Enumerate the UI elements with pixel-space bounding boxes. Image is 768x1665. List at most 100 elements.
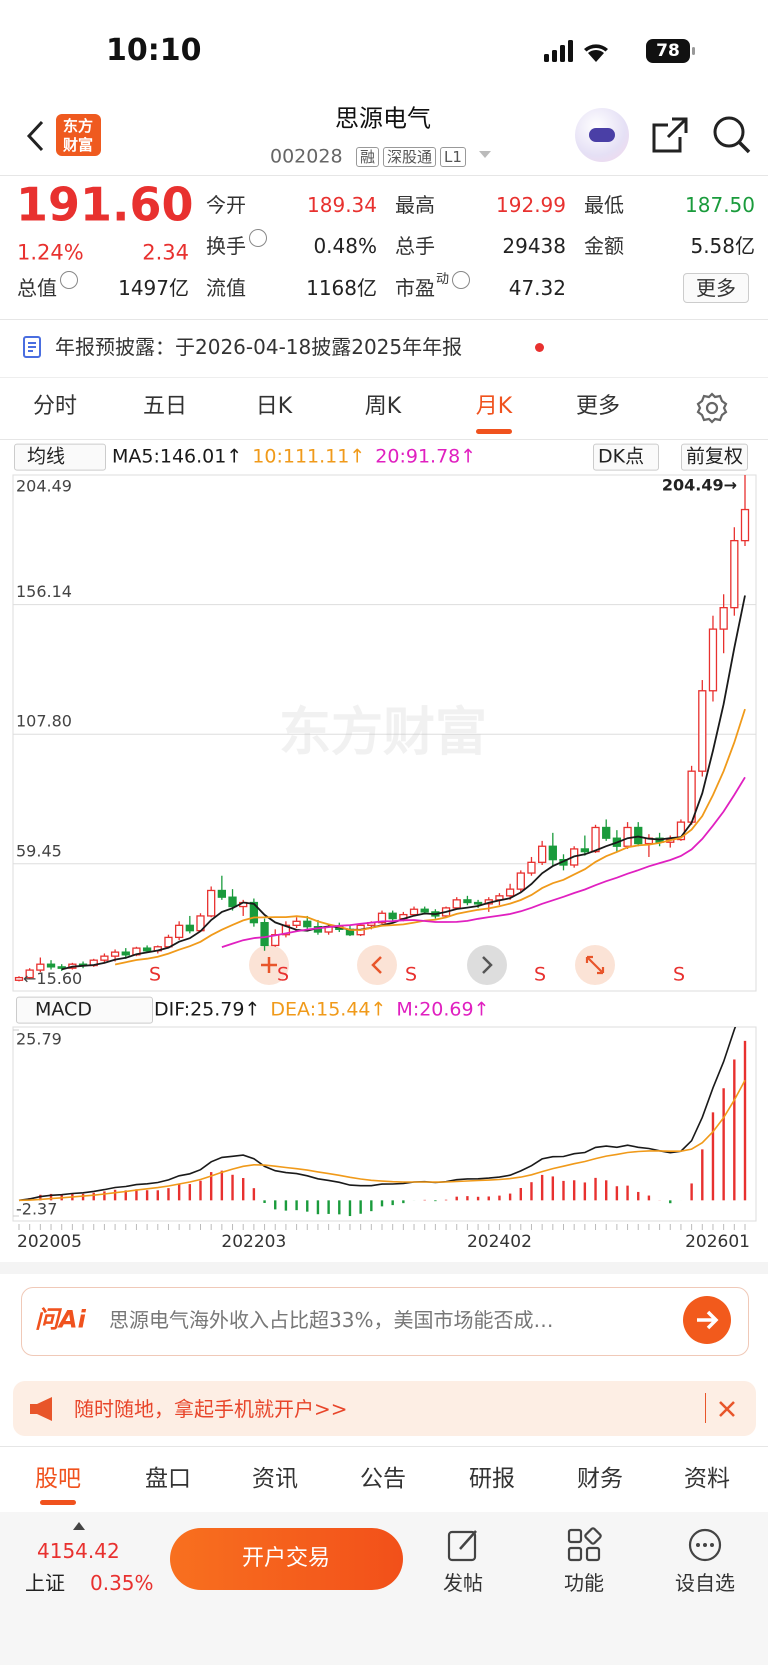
macd-bar [615, 1186, 619, 1201]
function-icon[interactable] [566, 1527, 602, 1563]
macd-bar [498, 1195, 501, 1201]
macd-bar [647, 1195, 651, 1201]
x-tick-label: 202402 [467, 1232, 532, 1252]
ai-send[interactable] [683, 1296, 731, 1344]
macd-bar [209, 1172, 213, 1201]
period-tab[interactable]: 分时 [32, 393, 78, 419]
candle-body [591, 826, 600, 853]
field-value: 47.32 [508, 276, 566, 300]
macd-bar [242, 1178, 245, 1201]
content-tab[interactable]: 股吧 [35, 1466, 81, 1493]
macd-bar [476, 1196, 480, 1201]
info-icon[interactable] [249, 229, 267, 247]
assistant-avatar[interactable] [575, 108, 629, 162]
macd-bar [263, 1200, 266, 1203]
candle-body [292, 920, 301, 926]
stock-name: 思源电气 [335, 104, 431, 133]
macd-bar [306, 1200, 309, 1212]
candle-body [623, 826, 632, 847]
candle-body [463, 899, 472, 904]
trade-label[interactable]: 开户交易 [241, 1545, 331, 1571]
y-tick-label: -2.37 [16, 1200, 57, 1219]
kline-chart: 59.45 107.80 156.14 204.49 204.49→ ←15.60 S S S S… [12, 474, 757, 1252]
badge: 融 [356, 147, 380, 167]
content-tab[interactable]: 盘口 [145, 1466, 191, 1493]
macd-bar [444, 1199, 448, 1201]
settings-button[interactable] [696, 392, 728, 424]
promo-banner[interactable] [13, 1381, 756, 1436]
search-button[interactable] [711, 114, 753, 156]
ai-prompt[interactable]: 思源电气海外收入占比超33%，美国市场能否成… [109, 1308, 554, 1332]
signal-marker: S [405, 964, 417, 986]
info-icon[interactable] [60, 271, 78, 289]
action-label[interactable]: 设自选 [675, 1571, 735, 1595]
back-button[interactable] [22, 118, 52, 154]
macd-bar [167, 1188, 170, 1201]
next-button[interactable] [467, 945, 507, 985]
macd-bar [701, 1149, 704, 1201]
field-label: 金额 [584, 234, 624, 258]
macd-bar [199, 1180, 202, 1201]
banner-close[interactable] [716, 1398, 738, 1420]
macd-bar [637, 1191, 640, 1201]
macd-bar [466, 1196, 469, 1201]
candle-body [174, 924, 184, 939]
field-label: 市盈 [395, 276, 435, 300]
macd-bar [359, 1200, 362, 1214]
signal-marker: S [673, 964, 685, 986]
content-tab[interactable]: 资讯 [252, 1466, 298, 1493]
prev-button[interactable] [357, 945, 397, 985]
ma-selector[interactable]: 均线 [14, 443, 107, 471]
candle-body [708, 628, 718, 692]
macd-bar [220, 1170, 224, 1201]
period-tab[interactable]: 月K [475, 393, 513, 419]
content-tab[interactable]: 资料 [684, 1466, 730, 1493]
macd-frame [12, 1026, 757, 1222]
macd-bar [690, 1183, 693, 1201]
banner-text[interactable]: 随时随地，拿起手机就开户>> [74, 1397, 348, 1421]
battery-level: 78 [656, 40, 680, 61]
dk-button[interactable]: DK点 [593, 443, 660, 471]
macd-bar [722, 1088, 725, 1201]
macd-bar [402, 1200, 405, 1204]
trade-button[interactable] [170, 1528, 403, 1590]
clock: 10:10 [106, 33, 202, 68]
content-tab[interactable]: 公告 [360, 1466, 406, 1493]
content-tab[interactable]: 研报 [469, 1466, 515, 1493]
field-label: 总手 [395, 234, 435, 258]
period-tab[interactable]: 更多 [575, 393, 621, 419]
action-label[interactable]: 功能 [564, 1571, 604, 1595]
ai-bar[interactable] [21, 1287, 749, 1356]
candle-body [14, 976, 24, 981]
period-tab[interactable]: 日K [255, 393, 293, 419]
macd-bar [156, 1190, 159, 1201]
tab-underline [40, 1500, 76, 1505]
macd-bar [145, 1190, 149, 1201]
content-tab[interactable]: 财务 [577, 1466, 623, 1493]
dropdown-caret[interactable] [478, 150, 492, 160]
change-pct: 1.24% [17, 240, 84, 265]
ma-legend: MA5:146.01↑ [112, 445, 243, 468]
dif-line [18, 1027, 737, 1202]
candle-body [25, 969, 34, 979]
more-button[interactable]: 更多 [683, 273, 749, 303]
macd-bar [551, 1176, 555, 1201]
candle-body [548, 845, 557, 861]
info-icon[interactable] [452, 271, 471, 289]
field-label: 流值 [206, 276, 246, 300]
notice-dot [535, 343, 544, 352]
watermark: 东方财富 [278, 702, 488, 763]
share-button[interactable] [650, 115, 690, 155]
watchlist-icon[interactable] [687, 1527, 723, 1563]
ma-line [221, 776, 746, 948]
macd-selector[interactable]: MACD [16, 996, 153, 1024]
candle-body [100, 955, 109, 961]
period-tab[interactable]: 五日 [142, 393, 188, 419]
action-label[interactable]: 发帖 [443, 1571, 483, 1595]
post-icon[interactable] [446, 1527, 482, 1563]
macd-bar [103, 1191, 106, 1201]
adjust-button[interactable]: 前复权 [681, 443, 749, 471]
y-tick-label: 204.49 [16, 477, 72, 496]
period-tab[interactable]: 周K [364, 393, 402, 419]
